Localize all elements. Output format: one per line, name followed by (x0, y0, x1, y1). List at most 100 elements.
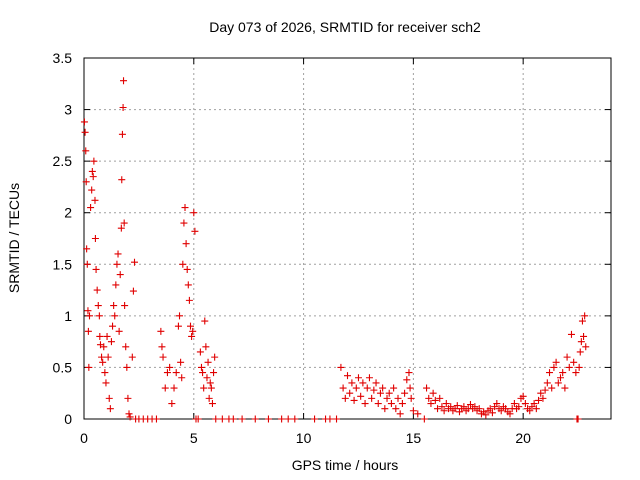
data-point (365, 374, 373, 382)
data-point (581, 312, 589, 320)
data-point (238, 415, 246, 423)
data-point (100, 343, 108, 351)
data-point (92, 265, 100, 273)
data-point (379, 384, 387, 392)
data-point (131, 258, 139, 266)
data-point (530, 400, 538, 408)
data-point (337, 363, 345, 371)
data-point (157, 327, 165, 335)
data-point (543, 379, 551, 387)
data-point (185, 296, 193, 304)
data-point (119, 104, 127, 112)
data-point (311, 415, 319, 423)
data-point (405, 369, 413, 377)
data-point (284, 415, 292, 423)
data-point (440, 407, 448, 415)
data-point (111, 312, 119, 320)
data-point (152, 415, 160, 423)
data-point (510, 400, 518, 408)
data-point (124, 394, 132, 402)
data-point (114, 250, 122, 258)
data-point (110, 302, 118, 310)
y-tick-label: 3.5 (53, 50, 73, 66)
data-point (431, 396, 439, 404)
data-point (91, 235, 99, 242)
data-point (359, 379, 367, 387)
data-point (396, 410, 404, 418)
data-point (208, 400, 216, 408)
data-point (96, 332, 104, 340)
data-point (482, 411, 490, 419)
data-point (567, 330, 575, 338)
data-points (80, 77, 590, 423)
data-point (429, 389, 437, 397)
data-point (107, 338, 115, 346)
data-point (186, 322, 194, 330)
data-point (211, 353, 219, 361)
data-point (85, 312, 93, 320)
data-point (376, 389, 384, 397)
data-point (105, 394, 113, 402)
data-point (84, 307, 92, 315)
data-point (350, 396, 358, 404)
data-point (552, 358, 560, 366)
data-point (184, 281, 192, 289)
data-point (106, 405, 114, 413)
data-point (80, 118, 88, 126)
data-point (554, 379, 562, 387)
data-point (81, 128, 89, 136)
data-point (206, 379, 214, 387)
data-point (194, 415, 202, 423)
data-point (575, 363, 583, 371)
data-point (574, 415, 582, 423)
data-point (423, 384, 431, 392)
data-point (519, 392, 527, 400)
data-point (434, 405, 442, 413)
data-point (374, 400, 382, 408)
data-point (98, 353, 106, 361)
data-point (341, 394, 349, 402)
data-point (546, 369, 554, 377)
data-point (251, 415, 259, 423)
data-point (414, 410, 422, 418)
y-axis-label: SRMTID / TECUs (6, 183, 22, 293)
data-point (453, 402, 461, 410)
data-point (381, 405, 389, 413)
data-point (177, 358, 185, 366)
data-point (176, 312, 184, 320)
data-point (357, 392, 365, 400)
data-point (229, 415, 237, 423)
data-point (582, 343, 590, 351)
data-point (218, 415, 226, 423)
data-point (563, 353, 571, 361)
data-point (210, 369, 218, 377)
data-point (118, 130, 126, 138)
data-point (497, 407, 505, 415)
data-point (291, 415, 299, 423)
data-point (363, 384, 371, 392)
x-tick-label: 0 (80, 430, 88, 446)
data-point (182, 240, 190, 248)
data-point (203, 374, 211, 382)
data-point (580, 332, 588, 340)
data-point (361, 400, 369, 408)
data-point (264, 415, 272, 423)
data-point (126, 413, 134, 421)
data-point (188, 332, 196, 340)
data-point (85, 363, 93, 371)
data-point (87, 204, 95, 212)
data-point (90, 157, 98, 165)
data-point (333, 415, 341, 423)
data-point (561, 384, 569, 392)
data-point (541, 386, 549, 394)
data-point (438, 403, 446, 411)
data-point (436, 394, 444, 402)
data-point (427, 400, 435, 408)
data-point (401, 389, 409, 397)
x-tick-label: 20 (515, 430, 531, 446)
x-tick-labels: 0 5 10 15 20 (80, 430, 531, 446)
data-point (179, 260, 187, 268)
data-point (466, 401, 474, 409)
chart-title: Day 073 of 2026, SRMTID for receiver sch… (209, 19, 481, 35)
data-point (535, 396, 543, 404)
